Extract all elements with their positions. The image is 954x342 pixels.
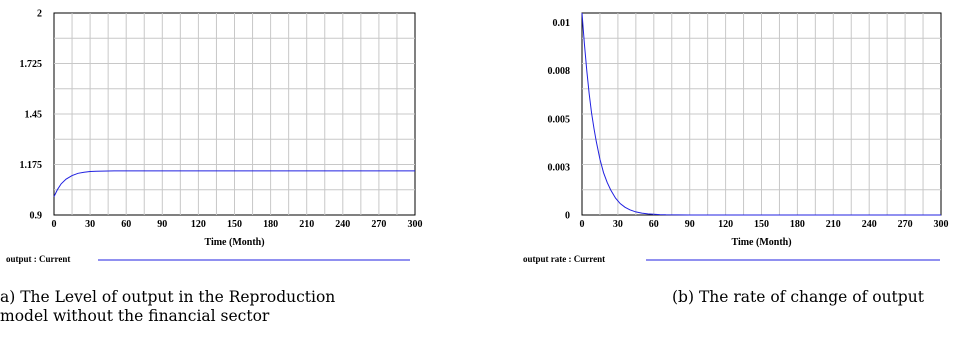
x-tick-label: 210	[826, 219, 841, 230]
x-tick-label: 210	[299, 219, 314, 230]
x-tick-label: 30	[613, 219, 623, 230]
y-tick-label: 0.003	[548, 162, 571, 173]
legend-label: output rate : Current	[523, 254, 605, 264]
x-axis-title: Time (Month)	[204, 237, 264, 248]
y-tick-label: 1.45	[25, 110, 43, 121]
grid	[54, 13, 415, 215]
y-tick-label: 0.01	[553, 18, 571, 29]
legend-label: output : Current	[6, 254, 70, 264]
x-tick-label: 120	[191, 219, 206, 230]
x-tick-label: 180	[790, 219, 805, 230]
x-tick-label: 90	[685, 219, 695, 230]
x-tick-label: 240	[862, 219, 877, 230]
y-tick-labels: 2 1.725 1.45 1.175 0.9	[20, 9, 43, 222]
x-tick-label: 90	[157, 219, 167, 230]
chart-output-rate: 0.01 0.008 0.005 0.003 0 0 30 60 90 120 150 180 210…	[523, 12, 949, 264]
x-tick-label: 150	[754, 219, 769, 230]
y-tick-label: 0	[565, 211, 570, 222]
x-tick-labels: 0 30 60 90 120 150 180 210 240 270 300	[52, 219, 423, 230]
x-tick-label: 60	[649, 219, 659, 230]
x-tick-label: 60	[121, 219, 131, 230]
caption-b-line-1: (b) The rate of change of output	[672, 288, 924, 306]
caption-b: (b) The rate of change of output	[672, 288, 924, 307]
caption-a-line-1: a) The Level of output in the Reproducti…	[0, 288, 336, 306]
y-tick-label: 0.9	[30, 211, 43, 222]
chart-output-level: 2 1.725 1.45 1.175 0.9 0 30 60 90 120 150 180 210 24…	[6, 9, 423, 265]
x-tick-label: 150	[227, 219, 242, 230]
legend: output : Current	[6, 254, 410, 264]
legend: output rate : Current	[523, 254, 940, 264]
series-layer	[581, 12, 941, 216]
x-tick-label: 270	[371, 219, 386, 230]
x-tick-labels: 0 30 60 90 120 150 180 210 240 270 300	[580, 219, 949, 230]
y-tick-labels: 0.01 0.008 0.005 0.003 0	[548, 18, 571, 221]
series-line	[53, 170, 415, 197]
y-tick-label: 1.725	[20, 59, 43, 70]
x-tick-label: 300	[408, 219, 423, 230]
caption-a-line-2: model without the financial sector	[0, 307, 270, 325]
grid	[582, 13, 941, 215]
y-tick-label: 0.008	[548, 66, 571, 77]
x-axis-title: Time (Month)	[731, 237, 791, 248]
x-tick-label: 30	[85, 219, 95, 230]
series-layer	[53, 170, 415, 197]
x-tick-label: 300	[934, 219, 949, 230]
y-tick-label: 1.175	[20, 160, 43, 171]
x-tick-label: 0	[52, 219, 57, 230]
x-tick-label: 270	[898, 219, 913, 230]
y-tick-label: 2	[37, 9, 42, 20]
x-tick-label: 180	[263, 219, 278, 230]
x-tick-label: 120	[718, 219, 733, 230]
y-tick-label: 0.005	[548, 114, 571, 125]
x-tick-label: 240	[335, 219, 350, 230]
series-line	[581, 12, 941, 216]
x-tick-label: 0	[580, 219, 585, 230]
caption-a: a) The Level of output in the Reproducti…	[0, 288, 335, 326]
